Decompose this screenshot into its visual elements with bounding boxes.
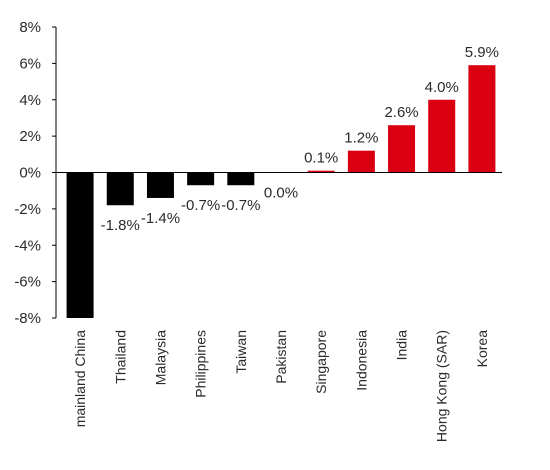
y-tick-label: 0% [19,165,41,182]
data-label: -1.4% [141,210,180,227]
data-label: -0.7% [221,197,260,214]
bar [347,150,375,173]
y-tick-label: -4% [14,237,41,254]
bar [146,172,174,198]
data-label: 2.6% [384,104,418,121]
data-label: 4.0% [425,79,459,96]
category-label: Singapore [313,330,329,394]
data-label: 1.2% [344,130,378,147]
y-tick-label: 4% [19,92,41,109]
bar [307,170,335,173]
category-label: Thailand [112,330,128,384]
bar [388,125,416,173]
bars [56,65,502,318]
data-label: 0.1% [304,150,338,167]
category-label: Malaysia [152,330,168,385]
y-tick-label: -6% [14,274,41,291]
bar [66,172,94,318]
category-label: Korea [474,330,490,368]
data-label: -1.8% [101,217,140,234]
data-label: 5.9% [465,44,499,61]
bar [468,65,496,173]
y-tick-label: -2% [14,201,41,218]
category-label: Philippines [193,330,209,398]
bar [106,172,134,206]
x-axis: mainland China Thailand Malaysia Philippine… [72,330,490,442]
y-tick-label: -8% [14,310,41,327]
data-label: -0.7% [181,197,220,214]
y-axis: -8% -6% -4% -2% 0% 2% 4% 6% 8% [14,19,57,327]
bar [227,172,255,186]
category-label: mainland China [72,330,88,427]
category-label: Taiwan [233,330,249,374]
category-label: Hong Kong (SAR) [434,330,450,442]
category-label: Pakistan [273,330,289,384]
category-label: India [394,330,410,361]
data-label: 0.0% [264,185,298,202]
bar [187,172,215,186]
y-tick-label: 8% [19,19,41,36]
bar [428,99,456,173]
y-tick-label: 2% [19,128,41,145]
data-labels: -1.8% -1.4%-0.7% -0.7%0.0%0.1%1.2%2.6%4.0%… [101,44,499,234]
category-label: Indonesia [353,330,369,391]
y-tick-label: 6% [19,55,41,72]
